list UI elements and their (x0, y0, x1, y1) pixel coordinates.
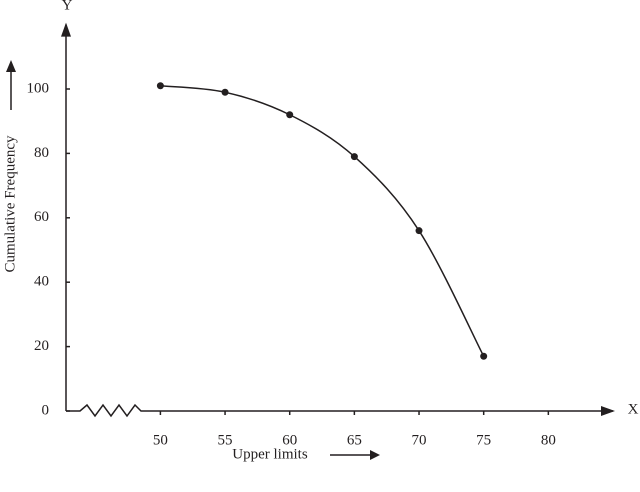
point (286, 111, 294, 119)
y-tick-label: 80 (34, 145, 49, 161)
y-tick-label: 20 (34, 338, 49, 354)
x-tick-label: 70 (412, 432, 427, 448)
point (350, 153, 358, 161)
x-tick-label: 55 (218, 432, 233, 448)
y-tick-label: 0 (42, 402, 50, 418)
x-axis-arrow (601, 406, 615, 416)
curve (160, 85, 485, 357)
point (480, 352, 488, 360)
y-tick-label: 40 (34, 274, 49, 290)
y-tick-label: 100 (27, 80, 50, 96)
x-tick-label: 80 (541, 432, 556, 448)
x-label-arrow (330, 450, 380, 460)
x-tick-label: 50 (153, 432, 168, 448)
x-tick-label: 60 (282, 432, 297, 448)
y-axis-name: Y (62, 0, 73, 13)
x-axis-label: Upper limits (232, 446, 308, 462)
point (221, 88, 229, 96)
y-axis-arrow (61, 22, 71, 37)
point (415, 227, 423, 235)
y-axis-label: Cumulative Frequency (2, 135, 18, 273)
y-tick-label: 60 (34, 209, 49, 225)
x-tick-label: 65 (347, 432, 362, 448)
x-axis-name: X (628, 401, 639, 417)
x-tick-label: 75 (476, 432, 491, 448)
y-label-arrow (6, 60, 16, 110)
point (156, 82, 164, 90)
x-axis (66, 403, 613, 418)
